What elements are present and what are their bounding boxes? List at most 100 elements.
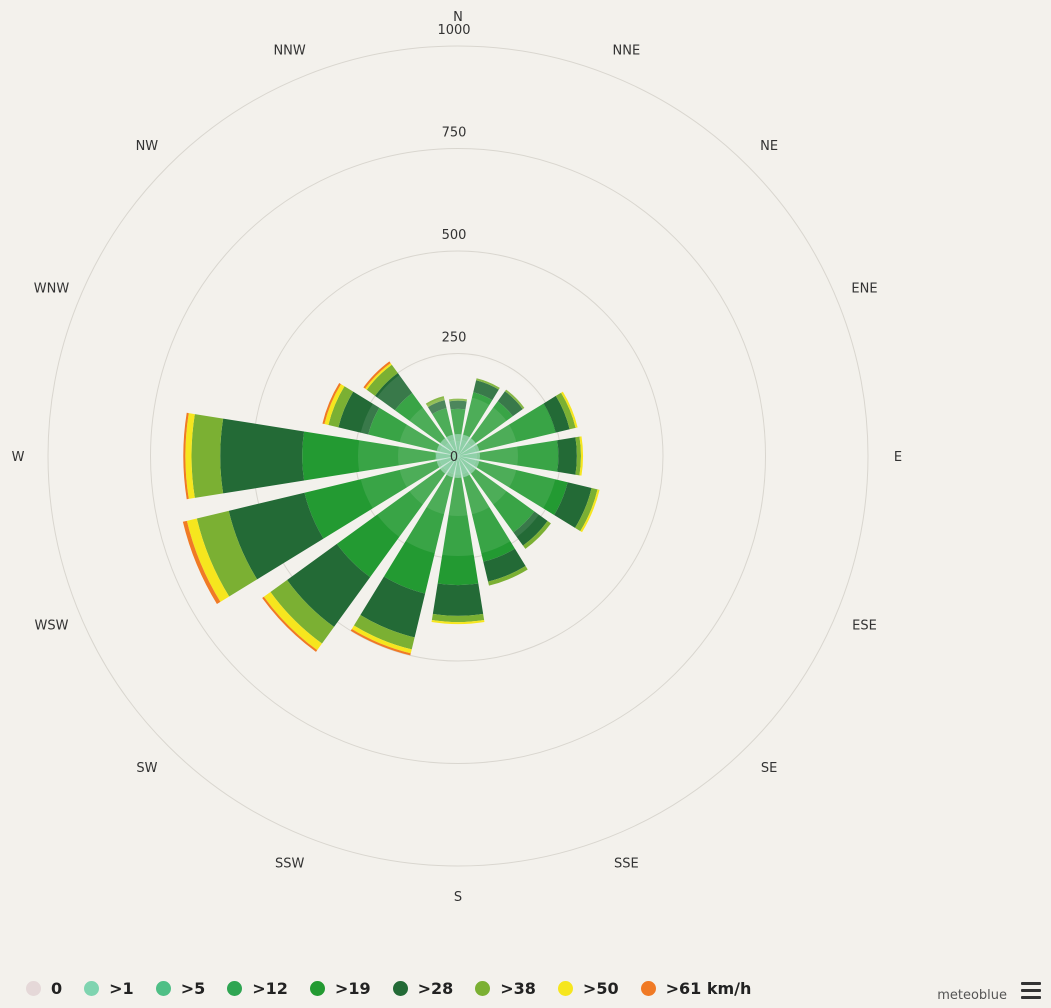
petal-segment [360, 576, 426, 638]
petal-segment [186, 518, 230, 602]
legend-label: >1 [109, 978, 134, 998]
direction-label-ese: ESE [852, 618, 877, 633]
petal-segment [368, 407, 443, 452]
petal-segment [287, 543, 371, 627]
petal-segment [473, 460, 568, 515]
legend-swatch [557, 980, 573, 996]
petal-segment [324, 384, 345, 426]
legend-label: >61 km/h [665, 978, 752, 998]
petal-segment [338, 391, 380, 435]
petal-wsw [182, 456, 458, 605]
petal-segment [270, 579, 335, 644]
radial-tick-label: 0 [450, 450, 458, 465]
legend-item[interactable]: >28 [392, 978, 454, 998]
direction-label-ene: ENE [851, 282, 877, 297]
radial-tick-label: 250 [442, 331, 467, 346]
legend-item[interactable]: >61 km/h [640, 978, 752, 998]
petal-segment [365, 363, 392, 390]
petal-ese [458, 456, 600, 533]
legend-item[interactable]: >1 [84, 979, 134, 998]
petal-segment [363, 361, 391, 389]
direction-label-ssw: SSW [275, 857, 305, 872]
direction-label-nne: NNE [613, 43, 641, 58]
petal-segment [504, 389, 525, 410]
petal-segment [483, 548, 526, 582]
radial-tick-labels: 0 250 500 750 1000 [437, 23, 470, 465]
direction-label-sw: SW [136, 761, 157, 776]
direction-label-ne: NE [760, 139, 778, 154]
petal-segment [557, 437, 577, 475]
petal-segment [462, 471, 515, 562]
direction-label-e: E [894, 450, 902, 465]
legend-label: >28 [417, 978, 454, 998]
radial-gridline [47, 45, 869, 867]
hamburger-menu-icon[interactable] [1021, 982, 1041, 1000]
petal-segment [432, 408, 455, 443]
direction-label-n: N [453, 10, 463, 25]
petal-segment [353, 614, 415, 650]
petal-segment [449, 400, 467, 410]
petal-segment [304, 460, 443, 539]
radial-tick-label: 500 [442, 228, 467, 243]
petal-segment [555, 392, 576, 430]
legend-label: >50 [582, 978, 619, 998]
legend-label: >5 [180, 978, 206, 998]
wind-petals [182, 356, 600, 656]
center-overlay [436, 434, 480, 478]
petal-segment [561, 391, 578, 428]
legend-swatch [84, 980, 100, 996]
petal-segment [228, 492, 324, 580]
petal-wnw [322, 383, 458, 456]
petal-segment [366, 364, 398, 396]
petal-segment [322, 383, 341, 425]
petal-segment [427, 400, 447, 415]
petal-segment [431, 613, 485, 623]
legend-label: >38 [500, 978, 536, 998]
petal-segment [580, 489, 600, 533]
direction-label-sse: SSE [614, 857, 639, 872]
petal-segment [476, 378, 500, 390]
petal-segment [467, 401, 513, 447]
legend-swatch [475, 980, 491, 996]
petal-segment [262, 596, 318, 652]
petal-segment [328, 386, 354, 428]
direction-label-wsw: WSW [35, 618, 69, 633]
legend-item[interactable]: >12 [227, 979, 288, 998]
legend-item[interactable]: >38 [475, 979, 536, 998]
legend-item[interactable]: >19 [309, 978, 371, 998]
petal-segment [263, 591, 323, 651]
petal-segment [476, 440, 559, 472]
brand-label: meteoblue [937, 988, 1007, 1003]
petal-segment [513, 511, 548, 546]
direction-label-se: SE [761, 761, 777, 776]
petal-segment [191, 414, 224, 498]
petal-segment [522, 520, 551, 549]
petal-segment [375, 373, 413, 411]
direction-label-nnw: NNW [273, 43, 305, 58]
petal-segment [220, 418, 305, 494]
petal-segment [432, 583, 484, 616]
petal-segment [488, 566, 528, 586]
legend-label: >12 [252, 978, 288, 998]
petal-segment [196, 510, 258, 597]
legend-label: >19 [334, 978, 371, 998]
radial-gridline [150, 148, 766, 764]
direction-label-s: S [454, 890, 462, 905]
radial-tick-label: 750 [442, 126, 467, 141]
petal-segment [468, 466, 535, 533]
direction-label-w: W [12, 450, 25, 465]
petal-segment [302, 431, 436, 481]
direction-label-nw: NW [136, 139, 159, 154]
legend-item[interactable]: >50 [557, 978, 619, 998]
petal-segment [182, 520, 221, 605]
speed-legend: 0 >1 >5 >12 >19 >28 >38 >50 >61 km/h [26, 976, 773, 1000]
legend-swatch [227, 980, 243, 996]
legend-item[interactable]: 0 [26, 979, 62, 998]
direction-labels: N NNE NE ENE E ESE SE SSE S SSW SW WSW W WNW NW NNW [12, 10, 903, 905]
petal-segment [183, 412, 189, 500]
petal-segment [383, 471, 454, 594]
petal-segment [448, 398, 468, 402]
petal-segment [575, 487, 598, 532]
legend-swatch [309, 980, 325, 996]
legend-item[interactable]: >5 [155, 978, 206, 998]
